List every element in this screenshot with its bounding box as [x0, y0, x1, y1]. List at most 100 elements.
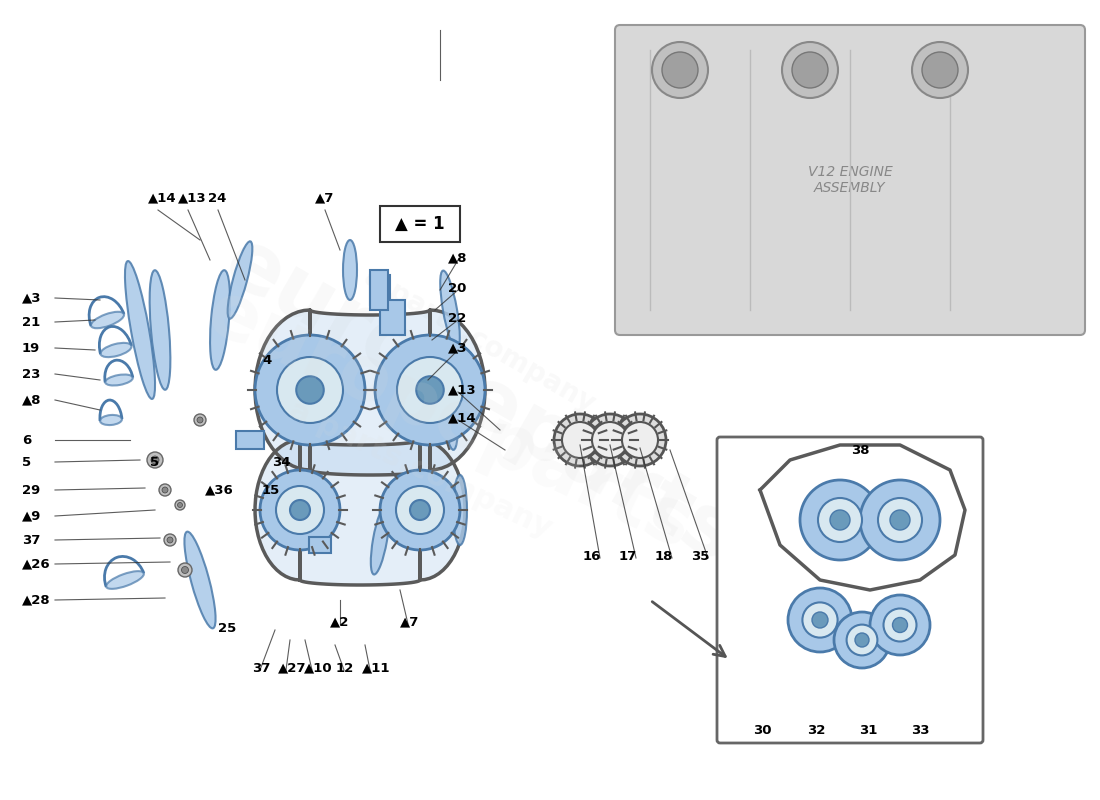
Circle shape [178, 563, 192, 577]
Circle shape [878, 498, 922, 542]
Circle shape [397, 357, 463, 423]
Text: ▲3: ▲3 [22, 291, 42, 305]
Ellipse shape [185, 532, 216, 628]
Circle shape [922, 52, 958, 88]
Circle shape [177, 502, 183, 507]
Ellipse shape [228, 242, 252, 318]
Text: 32: 32 [806, 723, 825, 737]
FancyBboxPatch shape [615, 25, 1085, 335]
Circle shape [812, 612, 828, 628]
Circle shape [834, 612, 890, 668]
Circle shape [883, 609, 916, 642]
Circle shape [197, 417, 204, 423]
Circle shape [782, 42, 838, 98]
Polygon shape [255, 310, 485, 475]
Bar [379, 206, 460, 242]
Ellipse shape [453, 475, 468, 545]
Circle shape [151, 456, 160, 464]
Circle shape [296, 376, 323, 404]
Text: 29: 29 [22, 483, 41, 497]
Ellipse shape [440, 270, 460, 350]
Ellipse shape [343, 240, 358, 300]
Ellipse shape [371, 506, 389, 574]
Ellipse shape [442, 370, 458, 450]
Text: ▲13: ▲13 [448, 383, 476, 397]
Circle shape [410, 500, 430, 520]
Circle shape [260, 470, 340, 550]
Circle shape [167, 537, 173, 543]
Text: europeparts: europeparts [210, 221, 750, 579]
Text: 31: 31 [859, 723, 877, 737]
Circle shape [855, 633, 869, 647]
Text: 35: 35 [691, 550, 710, 562]
Circle shape [162, 487, 168, 493]
Circle shape [584, 414, 636, 466]
Text: ▲2: ▲2 [330, 615, 350, 629]
Text: ▲7: ▲7 [315, 191, 334, 205]
Ellipse shape [150, 270, 170, 390]
Text: ▲8: ▲8 [22, 394, 42, 406]
Circle shape [255, 335, 365, 445]
Text: 21: 21 [22, 315, 41, 329]
Circle shape [621, 422, 658, 458]
Text: ▲7: ▲7 [400, 615, 419, 629]
Text: 5: 5 [22, 455, 31, 469]
Bar [236, 431, 264, 449]
Text: ▲10: ▲10 [304, 662, 332, 674]
Text: 37: 37 [252, 662, 271, 674]
Text: ▲28: ▲28 [22, 594, 51, 606]
Text: 20: 20 [448, 282, 466, 294]
Text: ▲ = 1: ▲ = 1 [395, 215, 444, 233]
Circle shape [164, 534, 176, 546]
Text: ▲27: ▲27 [278, 662, 307, 674]
Text: 37: 37 [22, 534, 41, 546]
Text: europeparts: europeparts [195, 275, 705, 565]
Circle shape [792, 52, 828, 88]
Text: 4: 4 [262, 354, 272, 366]
Text: 6: 6 [22, 434, 31, 446]
Text: ▲14: ▲14 [148, 191, 177, 205]
Text: 19: 19 [22, 342, 41, 354]
Circle shape [592, 422, 628, 458]
Bar [309, 537, 331, 553]
Ellipse shape [106, 374, 133, 386]
Circle shape [182, 566, 188, 574]
Text: 23: 23 [22, 367, 41, 381]
Text: 5: 5 [150, 455, 160, 469]
Text: 24: 24 [208, 191, 227, 205]
Circle shape [277, 357, 343, 423]
Circle shape [788, 588, 853, 652]
Circle shape [375, 335, 485, 445]
Ellipse shape [210, 270, 230, 370]
Circle shape [912, 42, 968, 98]
Ellipse shape [125, 261, 155, 399]
Circle shape [396, 486, 444, 534]
Text: 17: 17 [619, 550, 637, 562]
Circle shape [160, 484, 170, 496]
Text: 34: 34 [272, 455, 290, 469]
Polygon shape [255, 440, 465, 585]
Circle shape [194, 414, 206, 426]
Circle shape [802, 602, 837, 638]
Circle shape [614, 414, 666, 466]
Circle shape [847, 625, 878, 655]
Circle shape [416, 376, 443, 404]
Text: 18: 18 [654, 550, 673, 562]
Text: 25: 25 [218, 622, 236, 634]
Text: 33: 33 [911, 723, 930, 737]
Circle shape [379, 470, 460, 550]
Circle shape [652, 42, 708, 98]
Circle shape [870, 595, 930, 655]
Text: ▲3: ▲3 [448, 342, 468, 354]
Circle shape [800, 480, 880, 560]
Ellipse shape [106, 571, 144, 589]
Bar [379, 300, 405, 335]
Text: 15: 15 [262, 483, 280, 497]
Circle shape [562, 422, 598, 458]
Text: ▲11: ▲11 [362, 662, 390, 674]
Text: 30: 30 [752, 723, 771, 737]
Bar [370, 275, 390, 305]
Text: ▲13: ▲13 [178, 191, 207, 205]
Circle shape [662, 52, 698, 88]
Circle shape [818, 498, 862, 542]
